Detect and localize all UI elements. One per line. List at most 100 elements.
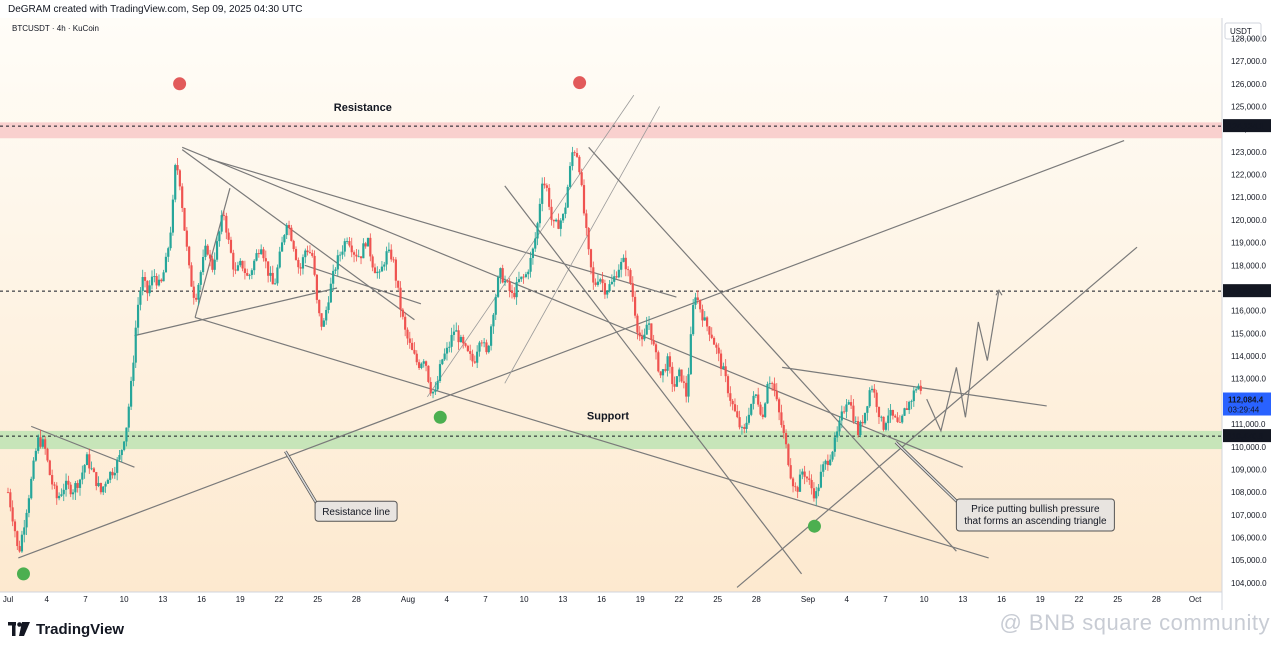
candle-body xyxy=(306,250,309,253)
candle-body xyxy=(905,408,908,411)
candle-body xyxy=(719,353,723,369)
candle-body xyxy=(441,359,444,365)
candle-body xyxy=(455,330,458,332)
candle-body xyxy=(97,482,100,487)
candle-body xyxy=(397,280,400,288)
candle-body xyxy=(638,332,641,337)
candle-body xyxy=(803,471,806,477)
candle-body xyxy=(74,483,77,493)
trend-line xyxy=(782,366,1047,407)
candle-body xyxy=(699,300,702,310)
candle-body xyxy=(647,323,651,325)
candle-body xyxy=(473,361,476,363)
support-zone xyxy=(0,430,1222,450)
candle-body xyxy=(234,269,237,271)
x-tick-label: 25 xyxy=(1113,595,1122,604)
resistance-price-label: 124,134.1 xyxy=(1228,122,1264,131)
candle-body xyxy=(34,450,37,461)
x-tick-label: 16 xyxy=(197,595,206,604)
candle-body xyxy=(817,487,820,492)
candle-body xyxy=(701,309,704,321)
candle-body xyxy=(53,484,56,486)
candle-body xyxy=(566,186,569,208)
candle-body xyxy=(529,257,532,272)
candle-body xyxy=(6,492,10,493)
candle-body xyxy=(812,488,816,499)
candle-body xyxy=(636,315,639,333)
candle-body xyxy=(148,285,151,294)
candle-body xyxy=(201,257,205,273)
candle-body xyxy=(450,334,453,347)
x-tick-label: 16 xyxy=(997,595,1006,604)
candle-body xyxy=(366,237,370,247)
trend-line xyxy=(427,94,635,398)
candle-body xyxy=(336,255,339,270)
candle-body xyxy=(48,460,51,476)
candle-body xyxy=(617,269,620,278)
candle-body xyxy=(387,249,391,252)
candle-body xyxy=(276,267,279,284)
candle-body xyxy=(411,342,414,350)
candle-body xyxy=(136,304,140,328)
candle-body xyxy=(420,363,423,369)
candle-body xyxy=(489,326,493,346)
mid-price-label: 116,860.0 xyxy=(1228,287,1264,296)
chart-area[interactable]: USDT 104,000.0 105,000.0 106,000.0 107,000.0… xyxy=(0,18,1280,610)
candle-body xyxy=(910,401,913,402)
candle-body xyxy=(427,365,430,382)
candle-body xyxy=(438,364,442,381)
candle-body xyxy=(575,153,579,157)
candle-body xyxy=(345,241,349,242)
candle-body xyxy=(429,381,432,394)
candle-body xyxy=(241,260,244,269)
candle-body xyxy=(787,444,790,466)
candle-body xyxy=(9,492,12,508)
candle-body xyxy=(32,460,35,479)
x-tick-label: 4 xyxy=(444,595,449,604)
candle-body xyxy=(757,394,760,405)
candle-body xyxy=(613,276,616,282)
candle-body xyxy=(766,384,769,404)
candle-body xyxy=(248,274,251,276)
candle-body xyxy=(508,281,511,291)
candle-body xyxy=(685,382,688,397)
candle-body xyxy=(385,251,388,265)
candle-body xyxy=(364,243,367,247)
candle-body xyxy=(631,283,634,297)
x-tick-label: 19 xyxy=(636,595,645,604)
candle-body xyxy=(436,380,439,390)
y-tick-label: 118,000.0 xyxy=(1231,261,1267,270)
candle-body xyxy=(548,187,551,207)
x-tick-label: 4 xyxy=(844,595,849,604)
candle-body xyxy=(164,256,168,273)
candle-body xyxy=(132,362,135,381)
candle-body xyxy=(308,252,312,254)
candle-body xyxy=(780,412,783,426)
x-tick-label: Sep xyxy=(801,595,816,604)
candle-body xyxy=(178,170,181,187)
candle-body xyxy=(510,290,514,293)
callout-text: that forms an ascending triangle xyxy=(964,516,1107,527)
tradingview-logo[interactable]: TradingView xyxy=(8,618,124,640)
price-chart[interactable]: USDT 104,000.0 105,000.0 106,000.0 107,000.0… xyxy=(0,18,1280,610)
candle-body xyxy=(46,448,49,461)
candle-body xyxy=(273,283,277,285)
candle-body xyxy=(849,402,853,406)
candle-body xyxy=(884,423,888,430)
candle-body xyxy=(833,437,836,452)
candle-body xyxy=(69,484,72,495)
candle-body xyxy=(297,259,300,268)
candle-body xyxy=(659,371,662,376)
candle-body xyxy=(692,304,695,335)
candle-body xyxy=(106,479,109,484)
pivot-marker xyxy=(573,76,587,90)
candle-body xyxy=(413,349,416,354)
candle-body xyxy=(896,417,899,422)
x-tick-label: 19 xyxy=(236,595,245,604)
candle-body xyxy=(422,361,425,364)
trend-line xyxy=(181,149,415,321)
candle-body xyxy=(496,277,500,297)
candle-body xyxy=(571,152,574,167)
candle-body xyxy=(325,309,328,321)
candle-body xyxy=(394,259,397,281)
